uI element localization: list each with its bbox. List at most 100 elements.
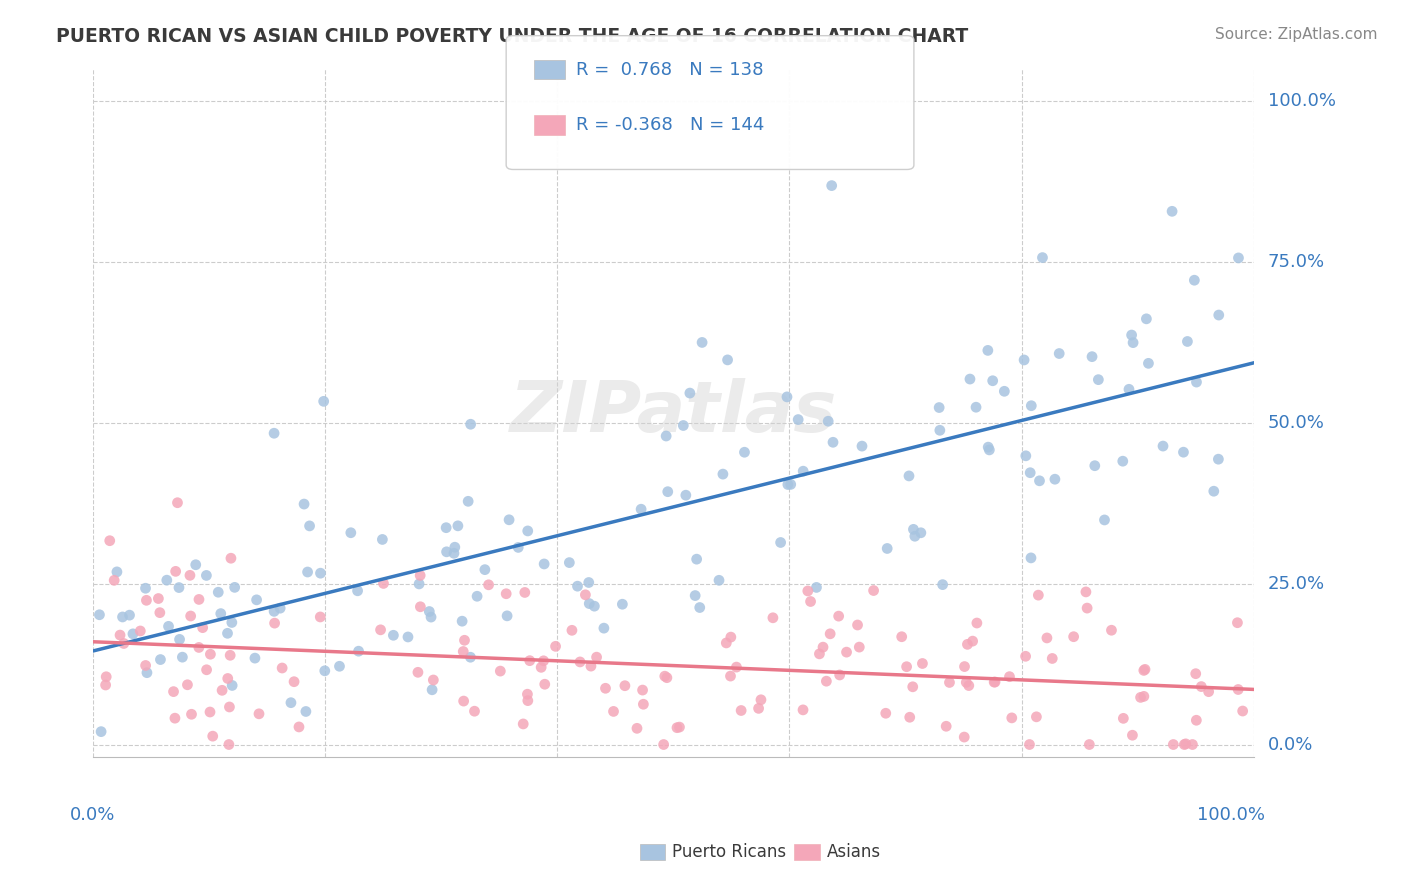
Asians [953,730,976,744]
Asians [516,687,538,701]
Asians [166,496,188,510]
Asians [1018,738,1040,752]
Puerto Ricans [903,522,925,536]
Puerto Ricans [90,724,112,739]
Asians [1063,630,1085,644]
Puerto Ricans [1012,353,1035,368]
Asians [595,681,617,696]
Asians [631,683,654,698]
Puerto Ricans [508,541,530,555]
Asians [1173,738,1195,752]
Puerto Ricans [977,440,1000,454]
Asians [998,670,1021,684]
Asians [835,645,858,659]
Puerto Ricans [1112,454,1135,468]
Asians [602,705,624,719]
Puerto Ricans [298,519,321,533]
Puerto Ricans [1227,251,1250,265]
Asians [1025,710,1047,724]
Puerto Ricans [1031,251,1053,265]
Puerto Ricans [1135,311,1157,326]
Puerto Ricans [965,401,987,415]
Asians [409,568,432,582]
Puerto Ricans [928,423,950,437]
Puerto Ricans [263,426,285,441]
Asians [1028,588,1050,602]
Puerto Ricans [420,682,443,697]
Asians [409,599,432,614]
Puerto Ricans [371,533,394,547]
Asians [218,700,240,714]
Asians [800,594,823,608]
Puerto Ricans [89,607,111,622]
Asians [309,610,332,624]
Asians [453,694,475,708]
Asians [162,684,184,698]
Puerto Ricans [292,497,315,511]
Puerto Ricans [460,417,482,432]
Text: Source: ZipAtlas.com: Source: ZipAtlas.com [1215,27,1378,42]
Asians [179,568,201,582]
Asians [1129,690,1152,705]
Puerto Ricans [1087,373,1109,387]
Puerto Ricans [451,614,474,628]
Puerto Ricans [630,502,652,516]
Asians [953,659,976,673]
Puerto Ricans [312,394,335,409]
Asians [463,704,485,718]
Puerto Ricans [314,664,336,678]
Puerto Ricans [993,384,1015,399]
Text: 25.0%: 25.0% [1268,574,1324,592]
Puerto Ricans [1173,445,1195,459]
Puerto Ricans [1121,328,1143,343]
Asians [187,640,209,655]
Puerto Ricans [328,659,350,673]
Puerto Ricans [959,372,981,386]
Asians [373,576,395,591]
Asians [489,664,512,678]
Text: 0.0%: 0.0% [70,805,115,823]
Asians [200,647,222,661]
Puerto Ricans [657,484,679,499]
Asians [901,680,924,694]
Puerto Ricans [1028,474,1050,488]
Asians [797,584,820,599]
Asians [129,624,152,638]
Asians [98,533,121,548]
Asians [652,738,675,752]
Puerto Ricans [408,577,430,591]
Asians [626,722,648,736]
Puerto Ricans [910,525,932,540]
Puerto Ricans [246,592,269,607]
Asians [983,675,1005,690]
Puerto Ricans [169,632,191,647]
Asians [716,636,738,650]
Text: PUERTO RICAN VS ASIAN CHILD POVERTY UNDER THE AGE OF 16 CORRELATION CHART: PUERTO RICAN VS ASIAN CHILD POVERTY UNDE… [56,27,969,45]
Asians [748,701,770,715]
Puerto Ricans [221,615,243,630]
Puerto Ricans [1015,449,1038,463]
Text: R = -0.368   N = 144: R = -0.368 N = 144 [576,116,765,134]
Puerto Ricans [207,585,229,599]
Puerto Ricans [460,650,482,665]
Asians [191,621,214,635]
Puerto Ricans [1208,308,1230,322]
Puerto Ricans [135,581,157,595]
Puerto Ricans [195,568,218,582]
Asians [1133,662,1156,676]
Asians [1112,711,1135,725]
Puerto Ricans [690,335,713,350]
Asians [792,703,814,717]
Puerto Ricans [1019,399,1042,413]
Text: 100.0%: 100.0% [1268,92,1336,110]
Puerto Ricans [979,442,1001,457]
Asians [1226,615,1249,630]
Puerto Ricans [136,665,159,680]
Puerto Ricans [516,524,538,538]
Asians [176,678,198,692]
Puerto Ricans [1177,334,1199,349]
Asians [938,675,960,690]
Asians [165,565,187,579]
Puerto Ricans [1118,382,1140,396]
Asians [848,640,870,654]
